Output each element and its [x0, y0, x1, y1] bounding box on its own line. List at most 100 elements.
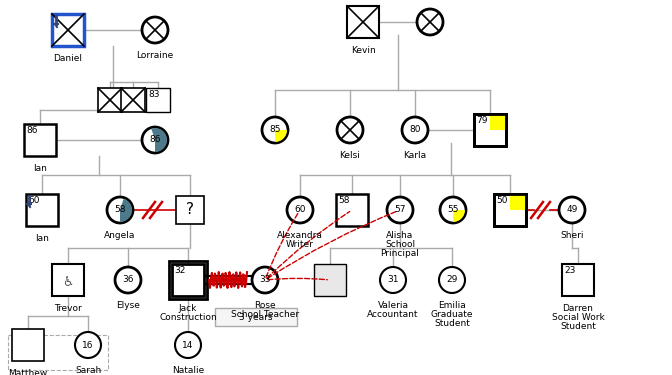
Text: 60: 60: [28, 196, 40, 205]
Text: ?: ?: [186, 202, 194, 217]
Circle shape: [107, 197, 133, 223]
Circle shape: [439, 267, 465, 293]
Text: 58: 58: [338, 196, 349, 205]
Text: Student: Student: [560, 322, 596, 331]
Text: Alexandra: Alexandra: [277, 231, 323, 240]
Text: Accountant: Accountant: [368, 310, 419, 319]
Text: Kelsi: Kelsi: [339, 151, 360, 160]
Text: 29: 29: [446, 276, 458, 285]
Bar: [490, 114, 506, 130]
Bar: [52, 14, 84, 46]
Bar: [474, 114, 506, 146]
Circle shape: [440, 197, 466, 223]
Text: Student: Student: [434, 319, 470, 328]
Text: Elyse: Elyse: [116, 301, 140, 310]
Text: Valeria: Valeria: [378, 301, 409, 310]
Bar: [98, 88, 122, 112]
Bar: [169, 261, 207, 299]
Text: School Teacher: School Teacher: [231, 310, 299, 319]
Text: 36: 36: [122, 276, 134, 285]
Circle shape: [142, 127, 168, 153]
Circle shape: [175, 332, 201, 358]
Wedge shape: [120, 199, 132, 222]
Text: 50: 50: [496, 196, 507, 205]
Text: 16: 16: [82, 340, 94, 350]
Text: Ian: Ian: [35, 234, 49, 243]
Text: Sarah: Sarah: [75, 366, 101, 375]
Bar: [215, 308, 297, 326]
Bar: [176, 196, 204, 224]
Text: 80: 80: [409, 126, 421, 135]
Wedge shape: [275, 130, 287, 142]
Bar: [336, 194, 368, 226]
Text: Emilia: Emilia: [438, 301, 466, 310]
Bar: [8, 335, 108, 370]
Text: 60: 60: [294, 206, 306, 214]
Text: Jack: Jack: [179, 304, 197, 313]
Circle shape: [402, 117, 428, 143]
Bar: [121, 88, 145, 112]
Text: ♿: ♿: [62, 276, 74, 288]
Text: School: School: [385, 240, 415, 249]
Circle shape: [337, 117, 363, 143]
Circle shape: [387, 197, 413, 223]
Bar: [494, 194, 526, 226]
Wedge shape: [151, 128, 167, 152]
Text: Matthew: Matthew: [8, 369, 48, 375]
Bar: [314, 264, 346, 296]
Text: 86: 86: [149, 135, 161, 144]
Bar: [12, 329, 44, 361]
Bar: [494, 194, 526, 226]
Circle shape: [142, 17, 168, 43]
Text: 32: 32: [174, 266, 185, 275]
Text: 3 years: 3 years: [239, 312, 273, 321]
Bar: [172, 264, 204, 296]
Bar: [52, 264, 84, 296]
Text: 33: 33: [259, 276, 271, 285]
Circle shape: [75, 332, 101, 358]
Text: Writer: Writer: [286, 240, 314, 249]
Bar: [24, 124, 56, 156]
Text: 57: 57: [394, 206, 406, 214]
Text: 58: 58: [114, 206, 126, 214]
Bar: [347, 6, 379, 38]
Circle shape: [559, 197, 585, 223]
Text: Angela: Angela: [104, 231, 136, 240]
Circle shape: [417, 9, 443, 35]
Circle shape: [262, 117, 288, 143]
Circle shape: [287, 197, 313, 223]
Bar: [562, 264, 594, 296]
Text: 79: 79: [476, 116, 487, 125]
Circle shape: [380, 267, 406, 293]
Text: Social Work: Social Work: [552, 313, 604, 322]
Bar: [26, 194, 58, 226]
Text: Daniel: Daniel: [54, 54, 83, 63]
Text: Construction: Construction: [159, 313, 217, 322]
Text: Karla: Karla: [403, 151, 427, 160]
Bar: [146, 88, 170, 112]
Text: 14: 14: [182, 340, 194, 350]
Text: Principal: Principal: [380, 249, 419, 258]
Wedge shape: [453, 210, 465, 222]
Text: 83: 83: [148, 90, 159, 99]
Bar: [510, 194, 526, 210]
Text: Lorraine: Lorraine: [136, 51, 173, 60]
Text: Rose: Rose: [254, 301, 276, 310]
Circle shape: [252, 267, 278, 293]
Text: Sheri: Sheri: [560, 231, 584, 240]
Circle shape: [115, 267, 141, 293]
Text: Kevin: Kevin: [351, 46, 376, 55]
Text: Natalie: Natalie: [172, 366, 204, 375]
Bar: [474, 114, 506, 146]
Text: 49: 49: [566, 206, 578, 214]
Text: Trevor: Trevor: [54, 304, 82, 313]
Text: 86: 86: [26, 126, 38, 135]
Text: 85: 85: [269, 126, 281, 135]
Text: 55: 55: [448, 206, 459, 214]
Text: Darren: Darren: [562, 304, 593, 313]
Text: 23: 23: [564, 266, 575, 275]
Text: Ian: Ian: [33, 164, 47, 173]
Text: Alisha: Alisha: [386, 231, 414, 240]
Text: 31: 31: [387, 276, 398, 285]
Text: Graduate: Graduate: [431, 310, 473, 319]
